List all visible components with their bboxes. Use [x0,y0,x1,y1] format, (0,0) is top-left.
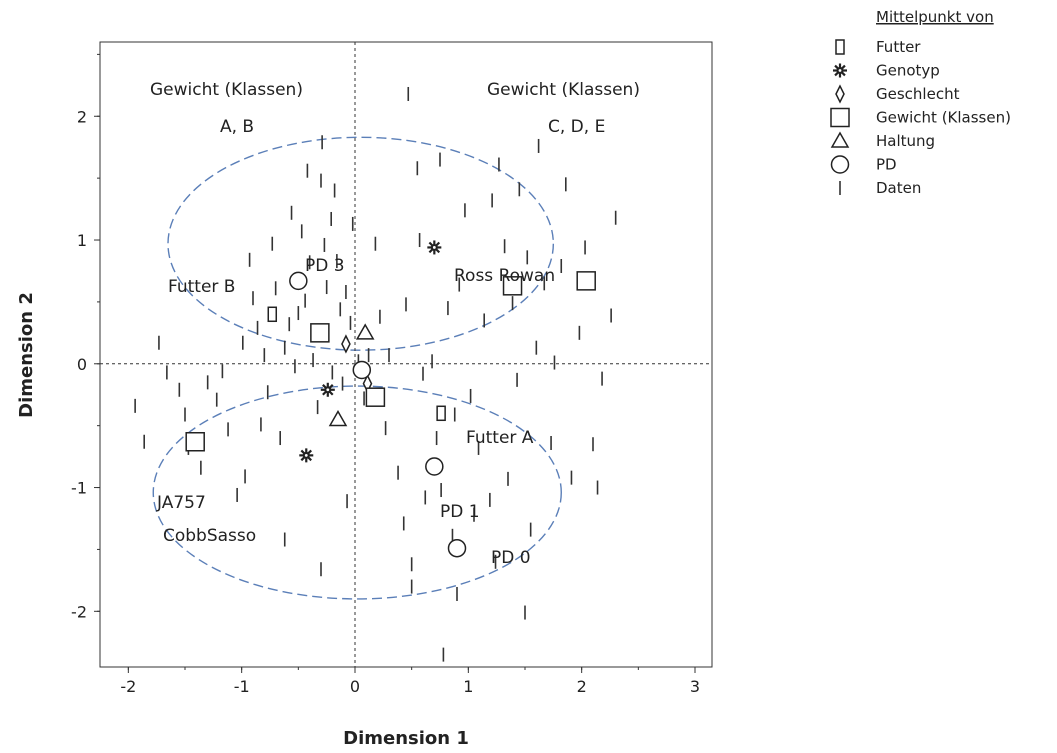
y-tick-label: 2 [77,107,87,126]
legend: Mittelpunkt von Futter Genotyp Geschlecht G… [830,8,1011,197]
x-tick-label: 3 [690,677,700,696]
data-points [134,86,617,662]
centroid-marker [576,271,596,291]
annotation-cobbsasso: CobbSasso [163,526,256,546]
annotation-futter-a: Futter A [466,428,534,448]
centroid-marker [355,323,375,340]
y-tick-label: 0 [77,355,87,374]
centroid-marker [328,409,348,427]
legend-label: Geschlecht [876,85,960,103]
y-tick-label: -2 [71,602,87,621]
centroid-marker [185,432,205,452]
centroid-marker [436,405,446,422]
legend-marker [835,39,845,55]
annotation-pd1: PD 1 [440,502,480,522]
x-tick-label: 2 [577,677,587,696]
x-axis-title: Dimension 1 [343,728,469,749]
centroid-marker [427,240,442,255]
legend-label: PD [876,156,897,174]
y-axis-title: Dimension 2 [16,292,37,418]
legend-label: Gewicht (Klassen) [876,109,1011,127]
annotation-futter-b: Futter B [168,277,235,297]
legend-label: Daten [876,179,921,197]
cluster-ellipse-2 [152,385,562,600]
reference-lines [100,42,712,667]
legend-entry: Gewicht (Klassen) [830,107,1011,128]
annotation-weight-left-1: Gewicht (Klassen) [150,80,303,100]
centroid-marker [425,457,444,476]
centroid-marker [299,448,314,463]
centroid-marker [341,334,351,354]
cluster-ellipse-1 [167,136,555,351]
legend-marker [830,107,850,128]
x-tick-label: 0 [350,677,360,696]
legend-marker [830,155,850,174]
annotation-ja757: JA757 [156,493,206,513]
y-tick-label: -1 [71,479,87,498]
legend-entry: Futter [835,38,921,56]
legend-label: Genotyp [876,62,940,80]
legend-label: Haltung [876,132,935,150]
x-tick-label: 1 [463,677,473,696]
axes: -2 -1 0 1 2 3 -2 -1 0 1 2 [71,53,700,696]
centroid-marker [267,306,278,323]
legend-entry: Daten [839,179,921,197]
legend-entry: Geschlecht [835,84,960,104]
centroid-marker [289,271,308,291]
legend-entry: PD [830,155,897,174]
annotation-ross-rowan: Ross Rowan [454,266,555,286]
legend-marker [830,131,850,148]
x-tick-label: -1 [234,677,250,696]
annotation-pd0: PD 0 [491,548,531,568]
centroid-marker [320,382,335,397]
legend-marker [833,63,847,78]
centroid-markers [185,240,596,558]
centroid-marker [310,323,330,343]
cluster-ellipses [152,136,562,600]
annotation-weight-right-1: Gewicht (Klassen) [487,80,640,100]
y-tick-label: 1 [77,231,87,250]
legend-marker [835,84,845,104]
legend-entry: Genotyp [833,62,940,80]
centroid-marker [365,387,386,407]
x-tick-label: -2 [120,677,136,696]
centroid-marker [352,360,372,380]
centroid-marker [502,276,523,296]
plot-frame [99,41,713,668]
annotation-pd3: PD 3 [305,256,345,276]
annotation-weight-right-2: C, D, E [548,117,605,137]
annotation-weight-left-2: A, B [220,117,254,137]
legend-label: Futter [876,38,921,56]
centroid-marker [447,538,467,558]
legend-title: Mittelpunkt von [876,8,994,26]
legend-entry: Haltung [830,131,935,150]
